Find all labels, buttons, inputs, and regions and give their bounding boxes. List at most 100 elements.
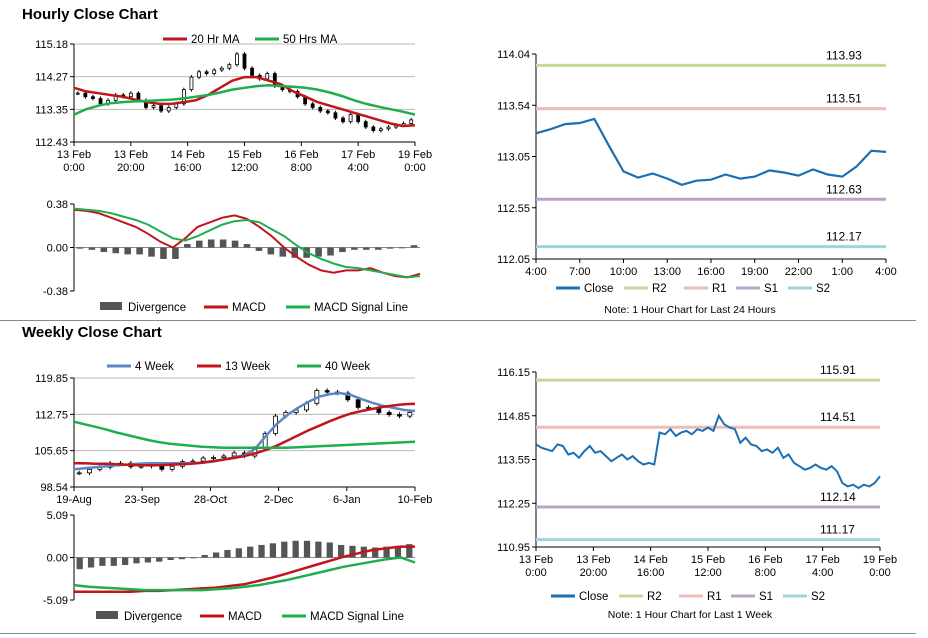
x-tick-label: 13 Feb (57, 149, 91, 161)
candle-body (310, 103, 315, 108)
divergence-bar (88, 247, 96, 250)
x-tick-label: 0:00 (404, 162, 425, 174)
divergence-bar (76, 557, 83, 570)
level-label-r2: 115.91 (820, 363, 856, 377)
x-tick-label: 0:00 (525, 567, 546, 579)
legend-label: R1 (712, 283, 727, 295)
x-tick-label: 7:00 (569, 266, 590, 278)
x-tick-label: 10-Feb (398, 494, 433, 506)
divergence-bar (190, 557, 197, 559)
x-tick-label: 8:00 (755, 567, 776, 579)
divergence-bar (167, 557, 174, 561)
y-tick-label: 98.54 (40, 482, 68, 494)
candle-body (242, 53, 247, 69)
divergence-bar (124, 247, 131, 255)
y-tick-label: 112.05 (497, 254, 530, 266)
divergence-bar (327, 247, 334, 256)
x-tick-label: 8:00 (291, 162, 312, 174)
y-tick-label: 110.95 (497, 542, 530, 554)
divergence-bar (184, 244, 191, 248)
candle-body (348, 114, 353, 123)
y-tick-label: 0.38 (47, 199, 68, 211)
divergence-bar (235, 548, 242, 558)
level-label-s2: 111.17 (820, 523, 855, 537)
y-tick-label: 113.55 (497, 455, 530, 467)
x-tick-label: 19 Feb (863, 554, 897, 566)
x-tick-label: 15 Feb (691, 554, 725, 566)
divergence-bar (339, 247, 346, 253)
divergence-bar (315, 541, 322, 558)
candle-body (197, 71, 201, 78)
x-tick-label: 0:00 (869, 567, 890, 579)
x-tick-label: 4:00 (525, 266, 546, 278)
series-line-20-hr-ma (73, 75, 416, 128)
legend-label: R2 (652, 283, 667, 295)
x-tick-label: 16:00 (697, 266, 725, 278)
x-tick-label: 12:00 (231, 162, 259, 174)
chart-note: Note: 1 Hour Chart for Last 1 Week (608, 609, 773, 621)
x-tick-label: 2-Dec (264, 494, 294, 506)
y-tick-label: 0.00 (47, 243, 68, 255)
divergence-bar (351, 247, 358, 250)
x-tick-label: 6-Jan (333, 494, 361, 506)
candle-body (212, 69, 217, 74)
candle-body (318, 107, 323, 112)
series-line-50-hrs-ma (73, 84, 416, 116)
bottom-divider (0, 633, 916, 634)
legend-label: 13 Week (225, 361, 270, 373)
divergence-bar (100, 247, 108, 253)
legend-swatch-divergence (96, 611, 118, 619)
x-tick-label: 12:00 (694, 567, 722, 579)
divergence-bar (267, 247, 275, 255)
y-tick-label: 112.43 (35, 137, 68, 149)
divergence-bar (133, 557, 140, 564)
divergence-bar (255, 247, 263, 251)
candle-body (231, 452, 237, 457)
divergence-bar (303, 540, 311, 558)
legend-label: MACD (228, 611, 262, 623)
divergence-bar (231, 240, 239, 248)
candle-body (169, 465, 175, 470)
x-tick-label: 20:00 (580, 567, 608, 579)
divergence-bar (372, 547, 379, 558)
divergence-bar (269, 543, 277, 558)
divergence-bar (156, 557, 163, 562)
y-tick-label: 0.00 (47, 553, 68, 565)
y-tick-label: 114.27 (35, 72, 68, 84)
legend-label: Divergence (128, 302, 186, 314)
candle-body (219, 67, 224, 71)
candle-body (333, 112, 338, 119)
legend-label: Close (579, 591, 608, 603)
divergence-bar (374, 247, 382, 250)
y-tick-label: 114.04 (497, 49, 530, 61)
y-tick-label: 115.18 (35, 39, 68, 51)
level-label-s2: 112.17 (826, 230, 862, 244)
divergence-bar (201, 554, 208, 558)
divergence-bar (337, 544, 345, 558)
divergence-bar (363, 247, 370, 250)
candle-body (407, 412, 413, 417)
x-tick-label: 16:00 (637, 567, 665, 579)
y-tick-label: 116.15 (497, 367, 530, 379)
weekly-section-title: Weekly Close Chart (22, 324, 162, 341)
x-tick-label: 19-Aug (56, 494, 91, 506)
level-label-r1: 114.51 (820, 410, 856, 424)
candle-body (345, 392, 351, 401)
x-tick-label: 17 Feb (806, 554, 840, 566)
candle-body (272, 73, 277, 87)
divergence-bar (99, 557, 106, 566)
section-divider (0, 320, 916, 321)
divergence-bar (398, 247, 406, 249)
x-tick-label: 14 Feb (634, 554, 668, 566)
divergence-bar (224, 549, 231, 558)
divergence-bar (247, 546, 254, 558)
candle-body (235, 53, 239, 66)
x-tick-label: 23-Sep (124, 494, 159, 506)
x-tick-label: 10:00 (610, 266, 638, 278)
divergence-bar (292, 540, 299, 558)
candle-body (91, 96, 95, 99)
y-tick-label: 113.54 (497, 100, 530, 112)
divergence-bar (110, 557, 117, 566)
divergence-bar (394, 545, 402, 558)
